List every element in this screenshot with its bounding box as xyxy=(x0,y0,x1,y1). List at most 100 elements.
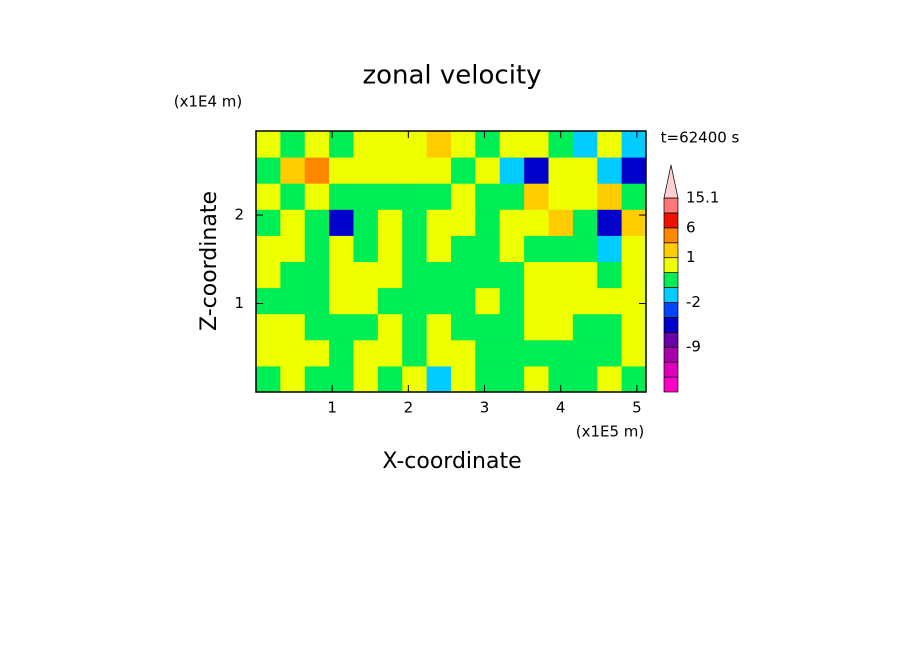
contour-cell xyxy=(353,183,379,210)
contour-cell xyxy=(548,287,574,315)
contour-cell xyxy=(451,339,476,367)
contour-cell xyxy=(499,313,525,341)
contour-cell xyxy=(304,339,330,367)
contour-cell xyxy=(499,365,525,393)
contour-cell xyxy=(256,157,281,184)
contour-cell xyxy=(499,131,525,158)
contour-cell xyxy=(524,313,549,341)
contour-cell xyxy=(572,261,598,289)
contour-cell xyxy=(329,183,354,210)
x-tick-label: 1 xyxy=(327,399,337,417)
contour-cell xyxy=(597,261,623,289)
contour-cell xyxy=(280,235,306,262)
contour-cell xyxy=(377,365,403,393)
contour-cell xyxy=(597,235,623,262)
colorbar-segment xyxy=(663,212,679,229)
contour-cell xyxy=(621,157,647,184)
contour-cell xyxy=(280,287,306,315)
contour-cell xyxy=(475,183,501,210)
contour-cell xyxy=(353,339,379,367)
contour-cell xyxy=(572,131,598,158)
contour-cell xyxy=(304,235,330,262)
x-axis-label: X-coordinate xyxy=(382,449,521,474)
contour-cell xyxy=(621,235,647,262)
contour-cell xyxy=(402,183,428,210)
contour-cell xyxy=(304,365,330,393)
contour-cell xyxy=(304,131,330,158)
x-unit: (x1E5 m) xyxy=(576,423,645,441)
x-tick-label: 2 xyxy=(404,399,414,417)
contour-cell xyxy=(402,313,428,341)
contour-cell xyxy=(353,235,379,262)
contour-cell xyxy=(402,261,428,289)
contour-cell xyxy=(499,235,525,262)
contour-cell xyxy=(451,183,476,210)
contour-cell xyxy=(597,365,623,393)
contour-cell xyxy=(572,365,598,393)
x-tick-label: 5 xyxy=(632,399,642,417)
contour-cell xyxy=(524,261,549,289)
x-tick-label: 4 xyxy=(556,399,566,417)
contour-cell xyxy=(353,157,379,184)
contour-cell xyxy=(329,339,354,367)
annotation: t=62400 s xyxy=(661,129,740,147)
contour-cell xyxy=(329,261,354,289)
contour-cell xyxy=(377,235,403,262)
colorbar-segment xyxy=(663,331,679,348)
contour-cell xyxy=(377,287,403,315)
contour-cell xyxy=(280,157,306,184)
contour-cell xyxy=(402,235,428,262)
contour-cell xyxy=(499,339,525,367)
contour-cell xyxy=(548,235,574,262)
contour-cell xyxy=(451,209,476,236)
contour-cell xyxy=(597,287,623,315)
colorbar-segment xyxy=(663,272,679,288)
contour-cell xyxy=(426,261,452,289)
contour-cell xyxy=(426,235,452,262)
contour-cell xyxy=(377,131,403,158)
contour-cell xyxy=(475,339,501,367)
contour-cell xyxy=(597,183,623,210)
contour-cell xyxy=(499,209,525,236)
contour-cell xyxy=(304,313,330,341)
contour-cell xyxy=(548,183,574,210)
contour-cell xyxy=(524,157,549,184)
contour-cell xyxy=(451,157,476,184)
contour-cell xyxy=(548,261,574,289)
contour-cell xyxy=(329,209,354,236)
contour-cell xyxy=(548,209,574,236)
contour-cell xyxy=(499,261,525,289)
colorbar-tick-label: 15.1 xyxy=(686,189,719,207)
contour-cell xyxy=(329,365,354,393)
contour-cell xyxy=(304,183,330,210)
x-tick-label: 3 xyxy=(480,399,490,417)
contour-cell xyxy=(377,313,403,341)
contour-cell xyxy=(426,313,452,341)
contour-cell xyxy=(451,365,476,393)
contour-cell xyxy=(597,157,623,184)
contour-cell xyxy=(597,209,623,236)
contour-cell xyxy=(426,365,452,393)
colorbar-segment xyxy=(663,227,679,244)
contour-cell xyxy=(402,365,428,393)
contour-cell xyxy=(426,131,452,158)
contour-cell xyxy=(256,131,281,158)
contour-cell xyxy=(572,157,598,184)
contour-cell xyxy=(621,339,647,367)
contour-cell xyxy=(524,287,549,315)
contour-cell xyxy=(353,365,379,393)
contour-cell xyxy=(256,365,281,393)
contour-cell xyxy=(280,339,306,367)
contour-cell xyxy=(499,157,525,184)
contour-cell xyxy=(621,131,647,158)
contour-cell xyxy=(621,183,647,210)
contour-cell xyxy=(402,209,428,236)
colorbar-segment xyxy=(663,361,679,378)
plot-frame xyxy=(255,130,647,393)
colorbar-segment xyxy=(663,242,679,259)
contour-cell xyxy=(280,313,306,341)
contour-cell xyxy=(475,365,501,393)
contour-cell xyxy=(621,261,647,289)
contour-cell xyxy=(621,287,647,315)
